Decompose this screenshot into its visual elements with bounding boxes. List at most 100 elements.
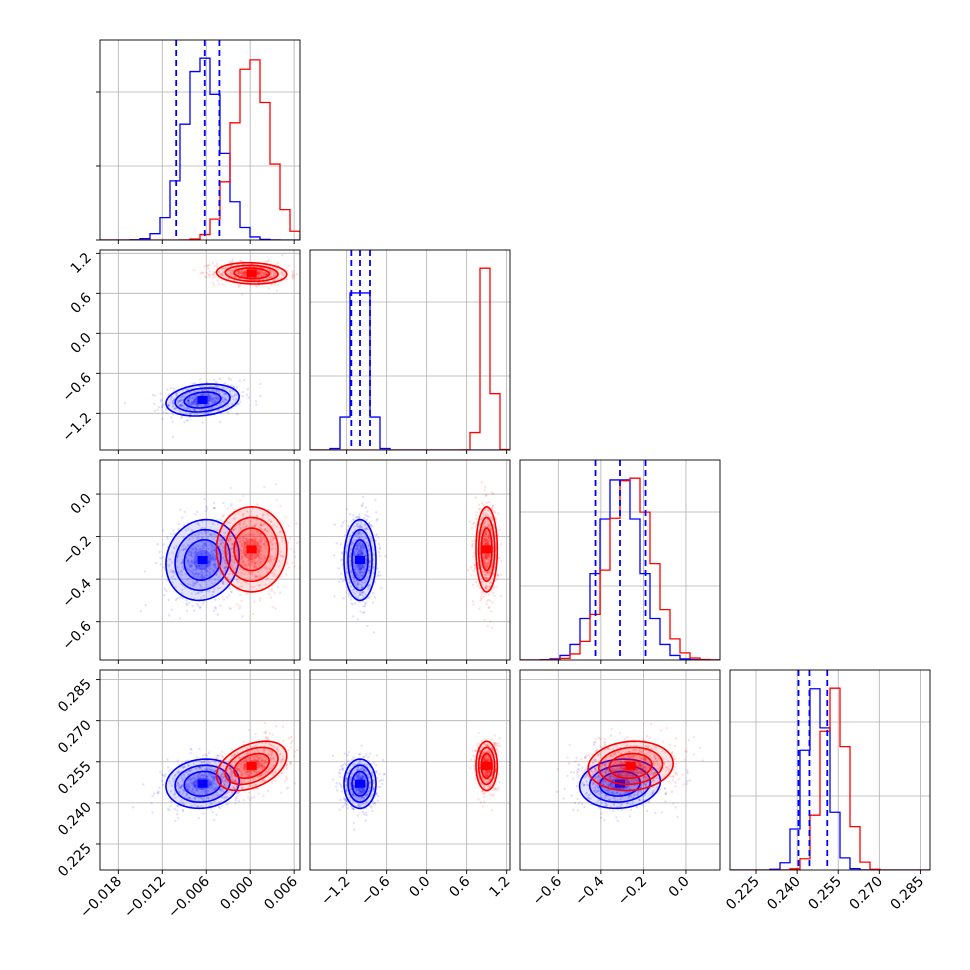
scatter-point [182,407,185,410]
scatter-point [238,379,241,382]
scatter-point [242,763,245,767]
scatter-point [357,570,360,573]
scatter-point [193,791,196,794]
scatter-point [250,530,254,533]
scatter-point [251,507,255,511]
scatter-point [479,596,483,599]
scatter-point [247,791,250,794]
scatter-point [257,532,260,535]
scatter-point [255,533,258,536]
scatter-point [178,786,181,790]
scatter-point [262,794,265,798]
scatter-point [271,733,274,736]
scatter-point [361,495,365,499]
scatter-point [487,554,490,557]
scatter-point [220,267,223,271]
scatter-point [207,392,210,396]
scatter-point [483,539,487,542]
scatter-point [171,778,174,781]
scatter-point [363,581,367,584]
scatter-point [221,556,225,559]
scatter-point [256,550,259,554]
scatter-point [192,568,196,571]
contour-line [351,538,369,582]
scatter-point [289,762,293,765]
scatter-point [260,528,264,531]
scatter-point [269,753,272,757]
scatter-point [333,595,336,598]
scatter-point [190,748,193,751]
scatter-point [255,403,258,406]
scatter-point [183,776,186,779]
scatter-point [358,526,361,530]
scatter-point [258,558,261,562]
scatter-point [177,570,180,574]
scatter-point [242,526,245,529]
scatter-point [256,554,260,557]
scatter-point [188,403,191,406]
scatter-point [193,609,196,612]
scatter-point [364,602,367,606]
density-peak [246,545,257,554]
scatter-point [484,564,487,568]
scatter-point [201,536,204,539]
scatter-point [206,789,209,792]
scatter-point [200,591,203,594]
scatter-point [239,260,242,263]
scatter-point [222,780,225,783]
scatter-point [179,399,182,402]
scatter-point [474,496,477,499]
scatter-point [280,536,283,539]
scatter-point [258,584,261,587]
scatter-point [200,804,203,808]
scatter-point [215,786,218,789]
scatter-point [258,538,262,541]
scatter-point [355,516,359,519]
scatter-point [355,544,358,548]
scatter-point [487,561,490,564]
scatter-point [197,817,200,820]
scatter-point [475,517,478,521]
scatter-point [236,767,239,770]
scatter-point [256,515,259,518]
scatter-point [172,780,175,783]
scatter-point [269,767,272,770]
scatter-point [482,534,486,538]
scatter-point [484,511,488,515]
scatter-point [285,278,288,281]
scatter-point [188,408,192,412]
scatter-point [192,584,196,587]
scatter-point [484,514,487,517]
scatter-point [232,793,235,796]
scatter-point [257,766,260,770]
scatter-point [341,580,345,583]
scatter-point [359,524,362,527]
scatter-point [487,538,490,542]
scatter-point [232,787,235,790]
scatter-point [230,590,234,594]
scatter-point [213,776,216,779]
scatter-point [258,269,262,272]
scatter-point [246,540,249,543]
scatter-point [361,545,364,548]
scatter-point [187,560,190,563]
scatter-point [262,554,265,558]
scatter-point [257,792,260,795]
scatter-point [211,545,214,548]
scatter-point [209,394,213,397]
scatter-point [181,394,185,398]
scatter-point [240,543,243,546]
scatter-point [219,542,223,545]
scatter-point [229,378,232,381]
scatter-point [213,548,216,552]
scatter-point [295,272,299,276]
scatter-point [246,388,249,391]
scatter-point [184,529,188,532]
scatter-point [260,270,263,273]
scatter-point [352,587,356,591]
scatter-point [195,394,199,397]
scatter-point [253,573,257,577]
scatter-point [253,537,256,540]
scatter-point [252,542,255,546]
scatter-point [356,596,359,600]
